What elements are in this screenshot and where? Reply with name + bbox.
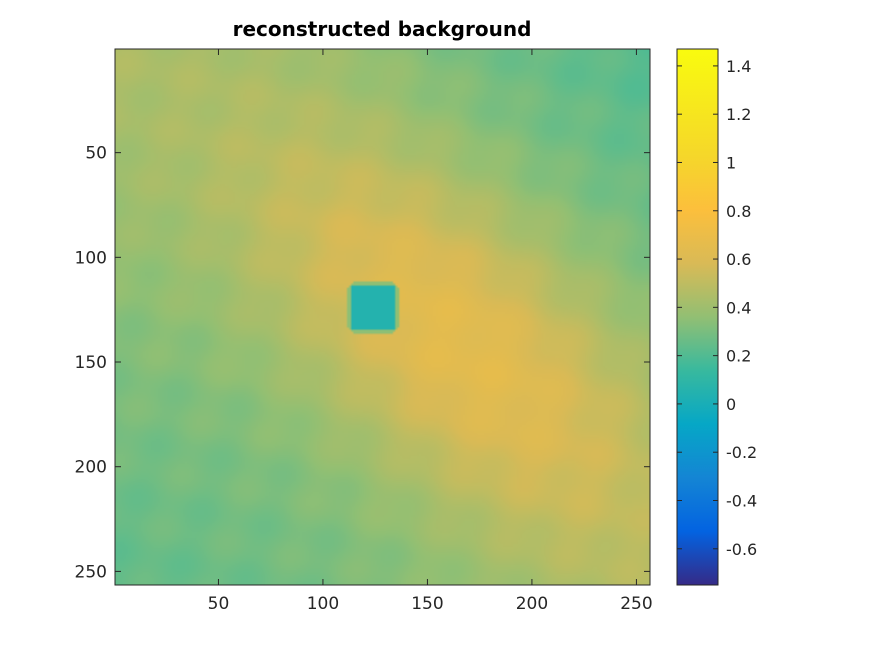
colorbar-axis: 1.4 1.2 1 0.8 0.6 0.4 0.2 0 -0.2 -0.4 -0.6 bbox=[677, 57, 757, 559]
y-axis: 50 100 150 200 250 bbox=[75, 144, 650, 582]
colorbar-tick-label: -0.4 bbox=[726, 491, 757, 510]
y-tick-label: 250 bbox=[75, 562, 107, 582]
colorbar-tick-label: -0.6 bbox=[726, 540, 757, 559]
colorbar-tick-label: 0.2 bbox=[726, 347, 751, 366]
colorbar-tick-label: -0.2 bbox=[726, 443, 757, 462]
x-axis: 50 100 150 200 250 bbox=[208, 49, 653, 614]
x-tick-label: 200 bbox=[516, 594, 548, 614]
x-tick-label: 50 bbox=[208, 594, 230, 614]
y-tick-label: 50 bbox=[85, 144, 107, 164]
y-tick-label: 150 bbox=[75, 353, 107, 373]
colorbar-tick-label: 0.8 bbox=[726, 202, 751, 221]
colorbar-tick-label: 0.4 bbox=[726, 298, 751, 317]
heatmap-pixels bbox=[115, 49, 650, 585]
x-tick-label: 150 bbox=[411, 594, 443, 614]
y-tick-label: 200 bbox=[75, 458, 107, 478]
colorbar-tick-label: 1.2 bbox=[726, 105, 751, 124]
colorbar-tick-label: 1.4 bbox=[726, 57, 751, 76]
y-tick-label: 100 bbox=[75, 248, 107, 268]
colorbar bbox=[677, 49, 718, 585]
heatmap-image bbox=[115, 49, 650, 585]
chart-title: reconstructed background bbox=[233, 17, 532, 41]
colorbar-tick-label: 0 bbox=[726, 395, 736, 414]
plot-axes-box bbox=[114, 48, 651, 586]
colorbar-tick-label: 1 bbox=[726, 153, 736, 172]
x-tick-label: 250 bbox=[620, 594, 652, 614]
x-tick-label: 100 bbox=[307, 594, 339, 614]
colorbar-box bbox=[676, 48, 719, 586]
colorbar-tick-label: 0.6 bbox=[726, 250, 751, 269]
